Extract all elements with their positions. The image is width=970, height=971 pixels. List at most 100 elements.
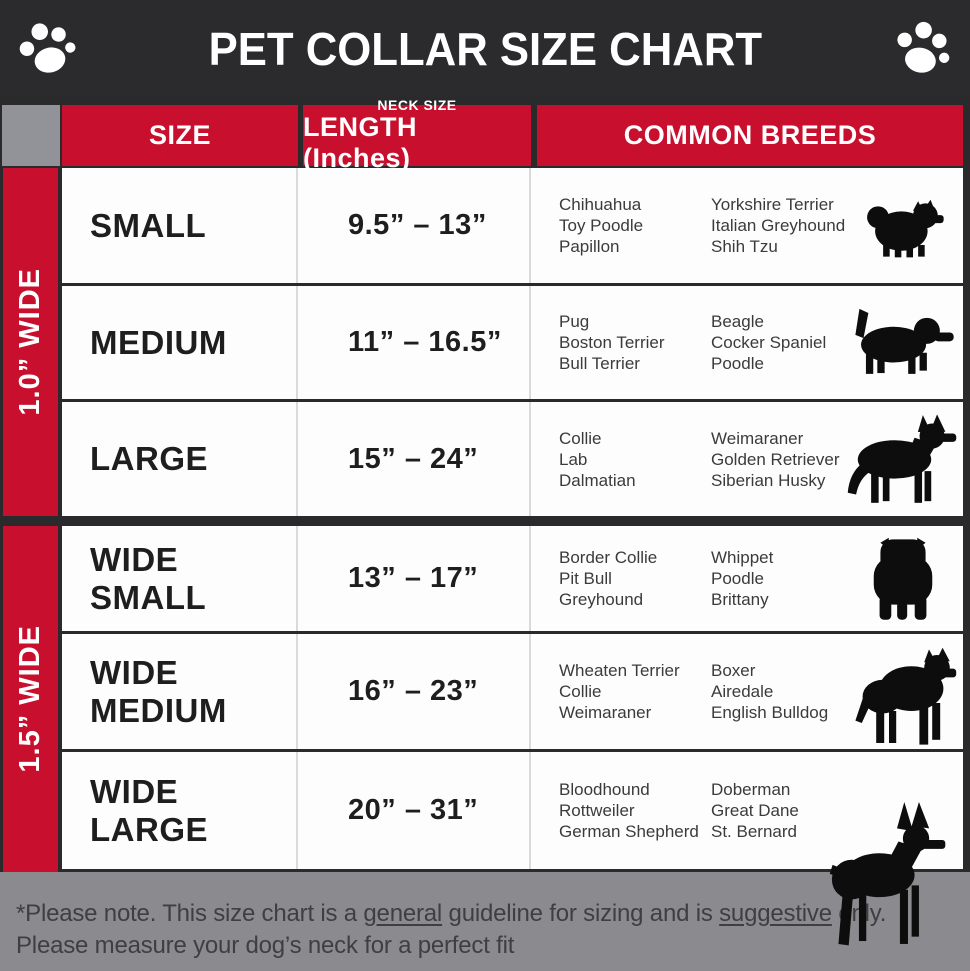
- breeds-cell: Wheaten Terrier Collie Weimaraner Boxer …: [531, 634, 963, 749]
- paw-print-icon: [9, 10, 84, 85]
- breed-item: Bull Terrier: [559, 354, 640, 373]
- footer-underlined-word: suggestive: [719, 900, 832, 927]
- size-cell: MEDIUM: [62, 286, 298, 399]
- breed-item: St. Bernard: [711, 822, 797, 841]
- table-row: LARGE 15” – 24” Collie Lab Dalmatian Wei…: [62, 402, 963, 516]
- length-value: 13” – 17”: [348, 562, 479, 594]
- common-breeds-label: COMMON BREEDS: [623, 120, 877, 150]
- breed-list: Boxer Airedale English Bulldog: [711, 660, 863, 723]
- breed-item: Boston Terrier: [559, 333, 665, 352]
- length-label: LENGTH (Inches): [303, 111, 417, 173]
- footer-note: *Please note. This size chart is a gener…: [0, 872, 970, 971]
- breed-list: Weimaraner Golden Retriever Siberian Hus…: [711, 428, 863, 491]
- pitbull-silhouette-icon: [849, 638, 957, 760]
- size-cell: WIDE MEDIUM: [62, 634, 298, 749]
- size-cell: WIDE LARGE: [62, 752, 298, 869]
- breed-item: Rottweiler: [559, 801, 635, 820]
- breed-list: Collie Lab Dalmatian: [559, 428, 711, 491]
- breed-item: Lab: [559, 449, 588, 469]
- breed-item: Collie: [559, 682, 602, 701]
- neck-size-label: NECK SIZE: [377, 96, 457, 113]
- breed-item: Brittany: [711, 590, 769, 609]
- breed-item: Chihuahua: [559, 195, 642, 214]
- breed-item: Papillon: [559, 237, 620, 256]
- breed-list: Chihuahua Toy Poodle Papillon: [559, 194, 711, 257]
- table-row: WIDE SMALL 13” – 17” Border Collie Pit B…: [62, 526, 963, 634]
- table-row: WIDE LARGE 20” – 31” Bloodhound Rottweil…: [62, 752, 963, 946]
- paw-print-icon: [886, 11, 960, 85]
- footer-underlined-word: general: [363, 900, 443, 927]
- bulldog-silhouette-icon: [857, 534, 949, 626]
- size-value: MEDIUM: [90, 323, 227, 361]
- breed-item: Greyhound: [559, 590, 644, 609]
- width-band-1-5-inch: 1.5” WIDE: [3, 526, 58, 872]
- breed-item: Dalmatian: [559, 470, 636, 490]
- table-row: MEDIUM 11” – 16.5” Pug Boston Terrier Bu…: [62, 286, 963, 402]
- breed-item: Weimaraner: [559, 703, 652, 722]
- breeds-cell: Chihuahua Toy Poodle Papillon Yorkshire …: [531, 168, 963, 283]
- pomeranian-silhouette-icon: [855, 191, 955, 261]
- breed-list: Pug Boston Terrier Bull Terrier: [559, 311, 711, 374]
- beagle-silhouette-icon: [831, 304, 961, 382]
- breed-item: Cocker Spaniel: [711, 333, 827, 352]
- length-value: 20” – 31”: [348, 794, 479, 826]
- size-value: WIDE LARGE: [90, 772, 208, 848]
- breed-list: Beagle Cocker Spaniel Poodle: [711, 311, 863, 374]
- breed-item: Boxer: [711, 661, 756, 680]
- breed-item: German Shepherd: [559, 822, 699, 841]
- table-row: SMALL 9.5” – 13” Chihuahua Toy Poodle Pa…: [62, 168, 963, 286]
- column-header-breeds: COMMON BREEDS: [537, 105, 963, 166]
- footer-line-1: *Please note. This size chart is a gener…: [16, 898, 954, 930]
- breed-item: Pit Bull: [559, 569, 612, 588]
- breed-list: Bloodhound Rottweiler German Shepherd: [559, 779, 711, 842]
- breed-item: Shih Tzu: [711, 237, 778, 256]
- length-value: 15” – 24”: [348, 442, 479, 475]
- breeds-cell: Border Collie Pit Bull Greyhound Whippet…: [531, 526, 963, 631]
- breed-item: Wheaten Terrier: [559, 661, 680, 680]
- footer-line-2: Please measure your dog’s neck for a per…: [16, 932, 515, 959]
- width-band-1-inch: 1.0” WIDE: [3, 168, 58, 516]
- size-cell: LARGE: [62, 402, 298, 516]
- width-band-1-inch-label: 1.0” WIDE: [14, 268, 46, 416]
- breed-item: Poodle: [711, 569, 764, 588]
- length-cell: 13” – 17”: [298, 526, 531, 631]
- size-value: LARGE: [90, 440, 208, 478]
- size-cell: SMALL: [62, 168, 298, 283]
- length-value: 11” – 16.5”: [348, 326, 502, 358]
- breed-item: Weimaraner: [711, 428, 804, 448]
- breed-item: Siberian Husky: [711, 470, 826, 490]
- breed-list: Wheaten Terrier Collie Weimaraner: [559, 660, 711, 723]
- breeds-cell: Collie Lab Dalmatian Weimaraner Golden R…: [531, 402, 963, 516]
- column-header-length: NECK SIZE LENGTH (Inches): [303, 98, 531, 173]
- length-value: 16” – 23”: [348, 675, 479, 707]
- width-band-1-5-inch-label: 1.5” WIDE: [14, 625, 46, 773]
- breed-list: Whippet Poodle Brittany: [711, 547, 863, 610]
- size-cell: WIDE SMALL: [62, 526, 298, 631]
- breed-item: Poodle: [711, 354, 764, 373]
- column-header-size: SIZE: [62, 105, 298, 166]
- title-bar: PET COLLAR SIZE CHART: [0, 0, 970, 97]
- shepherd-silhouette-icon: [833, 411, 961, 507]
- footer-text: guideline for sizing and is: [442, 900, 720, 927]
- length-cell: 16” – 23”: [298, 634, 531, 749]
- breed-list: Doberman Great Dane St. Bernard: [711, 779, 863, 842]
- length-cell: 11” – 16.5”: [298, 286, 531, 399]
- breed-item: Collie: [559, 428, 602, 448]
- breed-item: English Bulldog: [711, 703, 829, 722]
- breed-item: Italian Greyhound: [711, 216, 846, 235]
- breed-item: Border Collie: [559, 548, 658, 567]
- breed-item: Great Dane: [711, 801, 799, 820]
- size-value: SMALL: [90, 206, 207, 244]
- length-cell: 20” – 31”: [298, 752, 531, 869]
- breed-item: Beagle: [711, 312, 764, 331]
- breed-list: Yorkshire Terrier Italian Greyhound Shih…: [711, 194, 863, 257]
- breed-item: Airedale: [711, 682, 774, 701]
- breed-item: Golden Retriever: [711, 449, 840, 469]
- breed-item: Yorkshire Terrier: [711, 195, 834, 214]
- breeds-cell: Pug Boston Terrier Bull Terrier Beagle C…: [531, 286, 963, 399]
- column-header-size-label: SIZE: [148, 120, 211, 150]
- page-title: PET COLLAR SIZE CHART: [208, 22, 762, 75]
- breed-item: Bloodhound: [559, 780, 650, 799]
- doberman-silhouette-icon: [801, 802, 963, 952]
- length-cell: 9.5” – 13”: [298, 168, 531, 283]
